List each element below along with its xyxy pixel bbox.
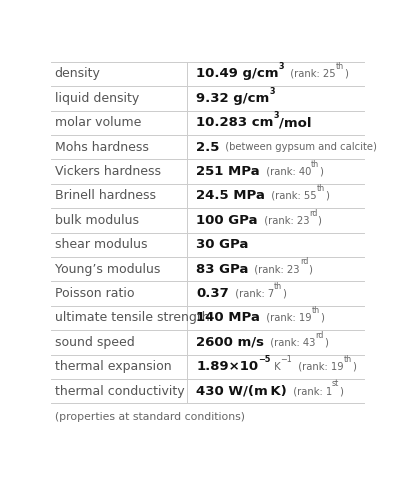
Text: (rank: 25: (rank: 25 — [284, 69, 336, 79]
Text: (properties at standard conditions): (properties at standard conditions) — [55, 412, 244, 422]
Text: liquid density: liquid density — [55, 92, 139, 105]
Text: ): ) — [319, 166, 323, 176]
Text: 140 MPa: 140 MPa — [196, 312, 260, 325]
Text: 24.5 MPa: 24.5 MPa — [196, 189, 265, 203]
Text: −1: −1 — [280, 355, 292, 364]
Text: (rank: 7: (rank: 7 — [229, 289, 274, 299]
Text: rd: rd — [300, 257, 308, 266]
Text: 10.283 cm: 10.283 cm — [196, 116, 274, 129]
Text: 30 GPa: 30 GPa — [196, 238, 248, 251]
Text: density: density — [55, 67, 101, 80]
Text: 251 MPa: 251 MPa — [196, 165, 260, 178]
Text: (rank: 19: (rank: 19 — [292, 362, 343, 372]
Text: 1.89×10: 1.89×10 — [196, 360, 258, 373]
Text: th: th — [336, 62, 344, 71]
Text: sound speed: sound speed — [55, 336, 134, 349]
Text: (rank: 40: (rank: 40 — [260, 166, 311, 176]
Text: ): ) — [339, 386, 343, 396]
Text: rd: rd — [309, 208, 318, 217]
Text: ): ) — [282, 289, 286, 299]
Text: th: th — [317, 184, 325, 193]
Text: 3: 3 — [269, 87, 275, 96]
Text: ultimate tensile strength: ultimate tensile strength — [55, 312, 209, 325]
Text: th: th — [343, 355, 352, 364]
Text: K: K — [271, 362, 280, 372]
Text: (rank: 19: (rank: 19 — [260, 313, 311, 323]
Text: ): ) — [325, 191, 328, 201]
Text: ): ) — [352, 362, 356, 372]
Text: th: th — [274, 282, 282, 291]
Text: shear modulus: shear modulus — [55, 238, 147, 251]
Text: bulk modulus: bulk modulus — [55, 214, 139, 227]
Text: (rank: 23: (rank: 23 — [248, 264, 300, 274]
Text: th: th — [311, 160, 319, 169]
Text: (rank: 55: (rank: 55 — [265, 191, 317, 201]
Text: 2600 m/s: 2600 m/s — [196, 336, 264, 349]
Text: ): ) — [308, 264, 312, 274]
Text: (rank: 23: (rank: 23 — [258, 216, 309, 225]
Text: (rank: 43: (rank: 43 — [264, 337, 316, 348]
Text: ): ) — [324, 337, 328, 348]
Text: ): ) — [320, 313, 324, 323]
Text: th: th — [311, 306, 320, 315]
Text: 100 GPa: 100 GPa — [196, 214, 258, 227]
Text: 3: 3 — [279, 62, 284, 71]
Text: ): ) — [344, 69, 348, 79]
Text: rd: rd — [316, 330, 324, 339]
Text: (rank: 1: (rank: 1 — [287, 386, 332, 396]
Text: 10.49 g/cm: 10.49 g/cm — [196, 67, 279, 80]
Text: ): ) — [318, 216, 321, 225]
Text: 83 GPa: 83 GPa — [196, 262, 248, 276]
Text: Young’s modulus: Young’s modulus — [55, 262, 160, 276]
Text: 0.37: 0.37 — [196, 287, 229, 300]
Text: 2.5: 2.5 — [196, 141, 219, 153]
Text: 9.32 g/cm: 9.32 g/cm — [196, 92, 269, 105]
Text: thermal expansion: thermal expansion — [55, 360, 171, 373]
Text: molar volume: molar volume — [55, 116, 141, 129]
Text: 430 W/(m K): 430 W/(m K) — [196, 385, 287, 398]
Text: thermal conductivity: thermal conductivity — [55, 385, 184, 398]
Text: st: st — [332, 380, 339, 388]
Text: /mol: /mol — [279, 116, 311, 129]
Text: 3: 3 — [274, 111, 279, 120]
Text: −5: −5 — [258, 355, 271, 364]
Text: Vickers hardness: Vickers hardness — [55, 165, 160, 178]
Text: Brinell hardness: Brinell hardness — [55, 189, 156, 203]
Text: (between gypsum and calcite): (between gypsum and calcite) — [219, 142, 377, 152]
Text: Poisson ratio: Poisson ratio — [55, 287, 134, 300]
Text: Mohs hardness: Mohs hardness — [55, 141, 148, 153]
